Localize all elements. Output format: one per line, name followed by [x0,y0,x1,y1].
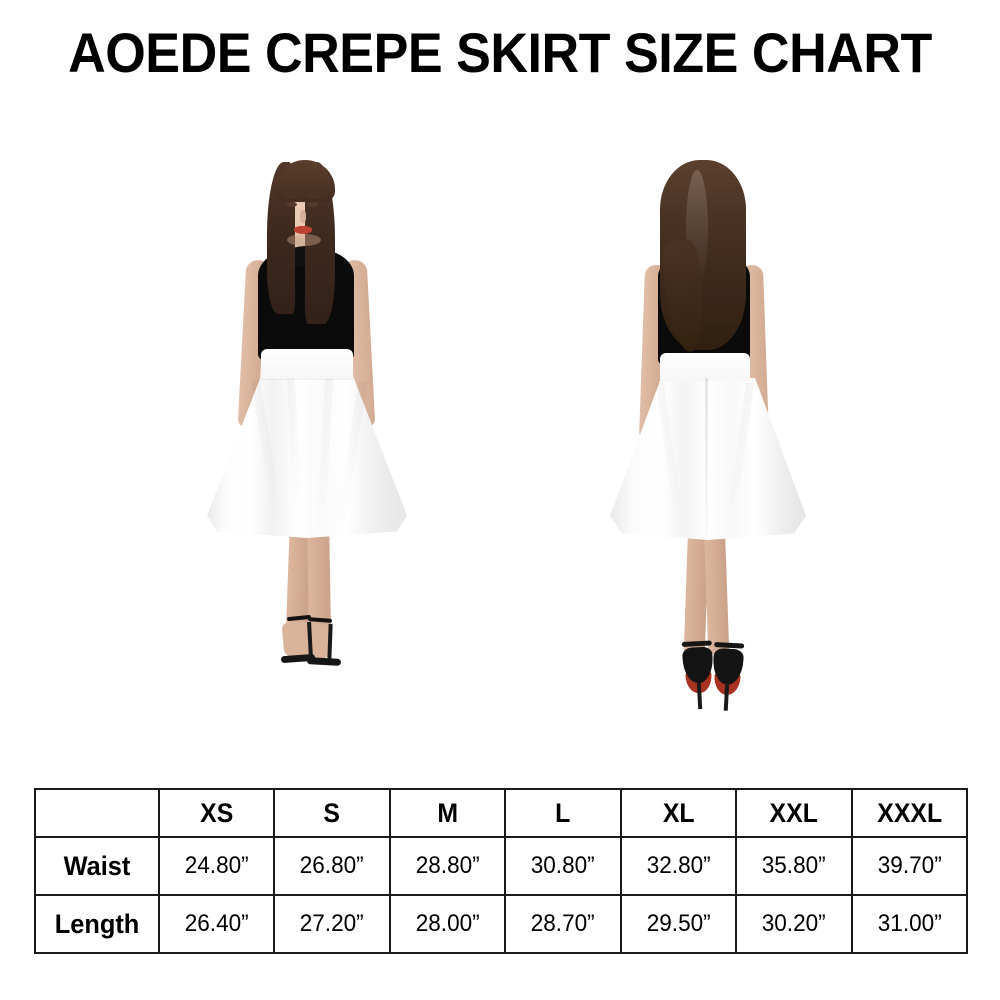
stiletto-heel [723,684,730,711]
table-header: XS S M L XL XXL XXXL [35,788,967,838]
length-xs: 26.40” [161,894,272,954]
sandal-sole [306,657,342,666]
table-header-row: XS S M L XL XXL XXXL [35,788,967,838]
waist-s: 26.80” [276,836,388,896]
leg-right [703,521,730,655]
page-title: AOEDE CREPE SKIRT SIZE CHART [68,21,932,84]
waist-m: 28.80” [392,836,503,896]
size-header-xxxl: XXXL [855,788,964,838]
size-header-s: S [278,788,387,838]
waist-xl: 32.80” [623,836,734,896]
skirt-waistband [261,349,353,379]
stiletto-heel [327,623,333,661]
waist-xs: 24.80” [161,836,272,896]
table-row-length: Length 26.40” 27.20” 28.00” 28.70” 29.50… [35,894,967,954]
size-chart-table: XS S M L XL XXL XXXL Waist 24.80” 26.80”… [34,788,968,954]
skirt-center-seam [705,378,708,536]
eye-right [307,202,318,207]
eye-left [286,202,297,207]
size-header-l: L [508,788,617,838]
size-header-xl: XL [624,788,733,838]
model-photo-stage [0,110,1000,770]
length-xl: 29.50” [623,894,734,954]
white-aline-skirt [207,376,407,538]
table-row-waist: Waist 24.80” 26.80” 28.80” 30.80” 32.80”… [35,836,967,896]
lips [294,226,312,234]
model-front-view [95,110,515,770]
row-label-waist: Waist [37,836,157,896]
waist-xxxl: 39.70” [854,836,965,896]
table-corner-cell [39,788,155,838]
chin-shadow [287,234,321,246]
size-header-m: M [393,788,502,838]
length-s: 27.20” [276,894,388,954]
nose [300,210,306,223]
table-body: Waist 24.80” 26.80” 28.80” 30.80” 32.80”… [35,836,967,954]
length-m: 28.00” [392,894,503,954]
waist-xxl: 35.80” [738,836,850,896]
waist-l: 30.80” [507,836,619,896]
length-l: 28.70” [507,894,619,954]
size-header-xs: XS [162,788,271,838]
row-label-length: Length [37,894,157,954]
length-xxl: 30.20” [738,894,850,954]
model-back-view [490,110,910,770]
size-header-xxl: XXL [739,788,848,838]
skirt-waistband [660,353,750,381]
length-xxxl: 31.00” [854,894,965,954]
